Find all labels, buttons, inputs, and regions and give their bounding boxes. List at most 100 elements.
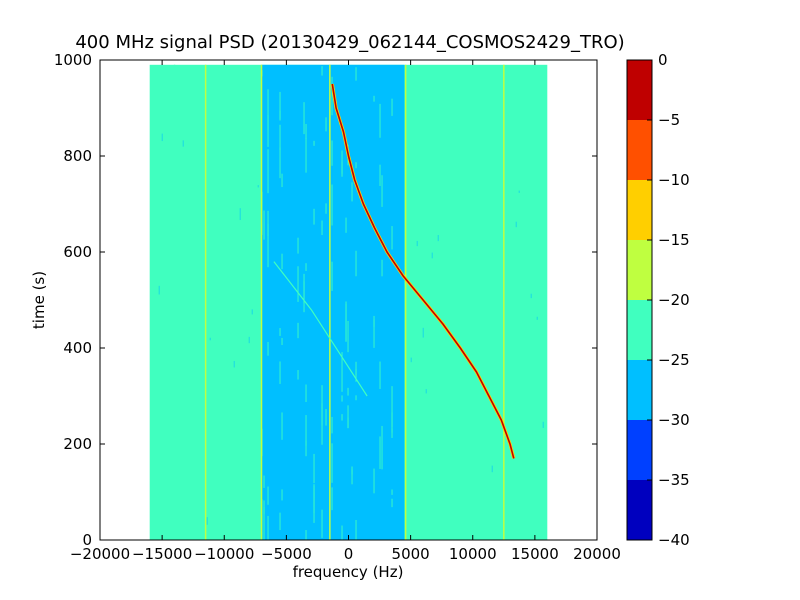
noise-streak (305, 440, 307, 446)
colorbar-segment (627, 240, 652, 300)
noise-streak (303, 102, 305, 135)
noise-streak (305, 263, 307, 271)
plot-area (149, 64, 548, 540)
noise-speckle (206, 517, 208, 525)
noise-streak (379, 103, 381, 138)
noise-streak (279, 147, 281, 179)
noise-streak (341, 150, 343, 174)
noise-streak (347, 405, 349, 429)
noise-streak (305, 138, 307, 173)
noise-streak (351, 182, 353, 202)
colorbar-tick-label: −20 (658, 291, 690, 309)
colorbar-tick-label: −25 (658, 351, 690, 369)
noise-streak (373, 319, 375, 327)
noise-streak (297, 322, 299, 339)
noise-streak (325, 203, 327, 214)
noise-streak (281, 253, 283, 270)
noise-streak (391, 386, 393, 428)
noise-streak (325, 408, 327, 426)
noise-streak (313, 208, 315, 225)
colorbar-tick-label: −10 (658, 171, 690, 189)
noise-speckle (542, 421, 544, 428)
noise-streak (313, 453, 315, 484)
noise-streak (267, 341, 269, 356)
noise-streak (281, 412, 283, 440)
noise-streak (297, 266, 299, 302)
spectral-lines (173, 64, 505, 540)
noise-streak (391, 226, 393, 250)
noise-streak (355, 368, 357, 376)
noise-speckle (536, 316, 538, 320)
noise-streak (279, 361, 281, 384)
noise-speckle (422, 327, 424, 338)
heatmap (149, 64, 548, 540)
noise-streak (279, 512, 281, 531)
noise-streak (267, 149, 269, 194)
colorbar-segment (627, 360, 652, 420)
y-tick-label: 0 (82, 531, 92, 549)
colorbar-segment (627, 480, 652, 540)
noise-speckle (209, 337, 211, 341)
noise-speckle (248, 336, 250, 344)
noise-streak (321, 66, 323, 76)
colorbar-tick-label: −40 (658, 531, 690, 549)
noise-streak (305, 530, 307, 540)
faint-doppler-trace (273, 261, 368, 397)
noise-streak (305, 123, 307, 140)
colorbar-segment (627, 180, 652, 240)
colorbar-tick-label: −5 (658, 111, 680, 129)
noise-streak (279, 91, 281, 119)
x-tick-label: −10000 (194, 545, 254, 563)
colorbar-tick-label: 0 (658, 51, 668, 69)
colorbar-segment (627, 420, 652, 480)
doppler-trace (331, 83, 515, 459)
noise-streak (297, 370, 299, 380)
noise-streak (263, 210, 265, 240)
x-tick-label: 10000 (449, 545, 497, 563)
x-tick-label: −5000 (261, 545, 312, 563)
noise-streak (391, 98, 393, 116)
colorbar-tick-label: −30 (658, 411, 690, 429)
noise-speckle (233, 360, 235, 368)
colorbar: 0 −5 −10 −15 −20 −25 −30 −35 −40 (626, 51, 690, 549)
y-tick-label: 600 (63, 243, 92, 261)
noise-streak (321, 220, 323, 236)
noise-speckle (518, 190, 520, 193)
noise-streak (267, 210, 269, 237)
noise-streak (347, 320, 349, 353)
y-axis: 0 200 400 600 800 1000 (54, 51, 597, 549)
noise-streak (331, 487, 333, 511)
noise-streak (279, 124, 281, 151)
noise-speckle (431, 252, 433, 259)
colorbar-segment (627, 300, 652, 360)
doppler-traces (273, 83, 516, 459)
noise-speckle (251, 309, 253, 315)
noise-streak (391, 428, 393, 438)
noise-speckle (437, 234, 439, 242)
noise-speckle (161, 133, 163, 142)
noise-streak (381, 175, 383, 207)
noise-speckle (158, 285, 160, 295)
noise-speckle (416, 240, 418, 247)
noise-streak (331, 261, 333, 291)
noise-streak (345, 217, 347, 233)
colorbar-segment (627, 60, 652, 120)
noise-streak (341, 414, 343, 421)
noise-speckle (257, 185, 259, 188)
colorbar-segment (627, 120, 652, 180)
x-axis: −20000 −15000 −10000 −5000 0 5000 10000 15000 20… (70, 60, 621, 563)
noise-streak (325, 117, 327, 132)
noise-streak (373, 315, 375, 348)
noise-streak (379, 164, 381, 187)
x-tick-label: 15000 (511, 545, 559, 563)
noise-streak (331, 140, 333, 166)
colorbar-tick-label: −35 (658, 471, 690, 489)
y-tick-label: 200 (63, 435, 92, 453)
noise-streak (331, 443, 333, 483)
noise-streak (305, 415, 307, 457)
noise-streak (391, 498, 393, 508)
noise-streak (281, 489, 283, 501)
noise-streak (355, 250, 357, 277)
y-tick-label: 1000 (54, 51, 92, 69)
